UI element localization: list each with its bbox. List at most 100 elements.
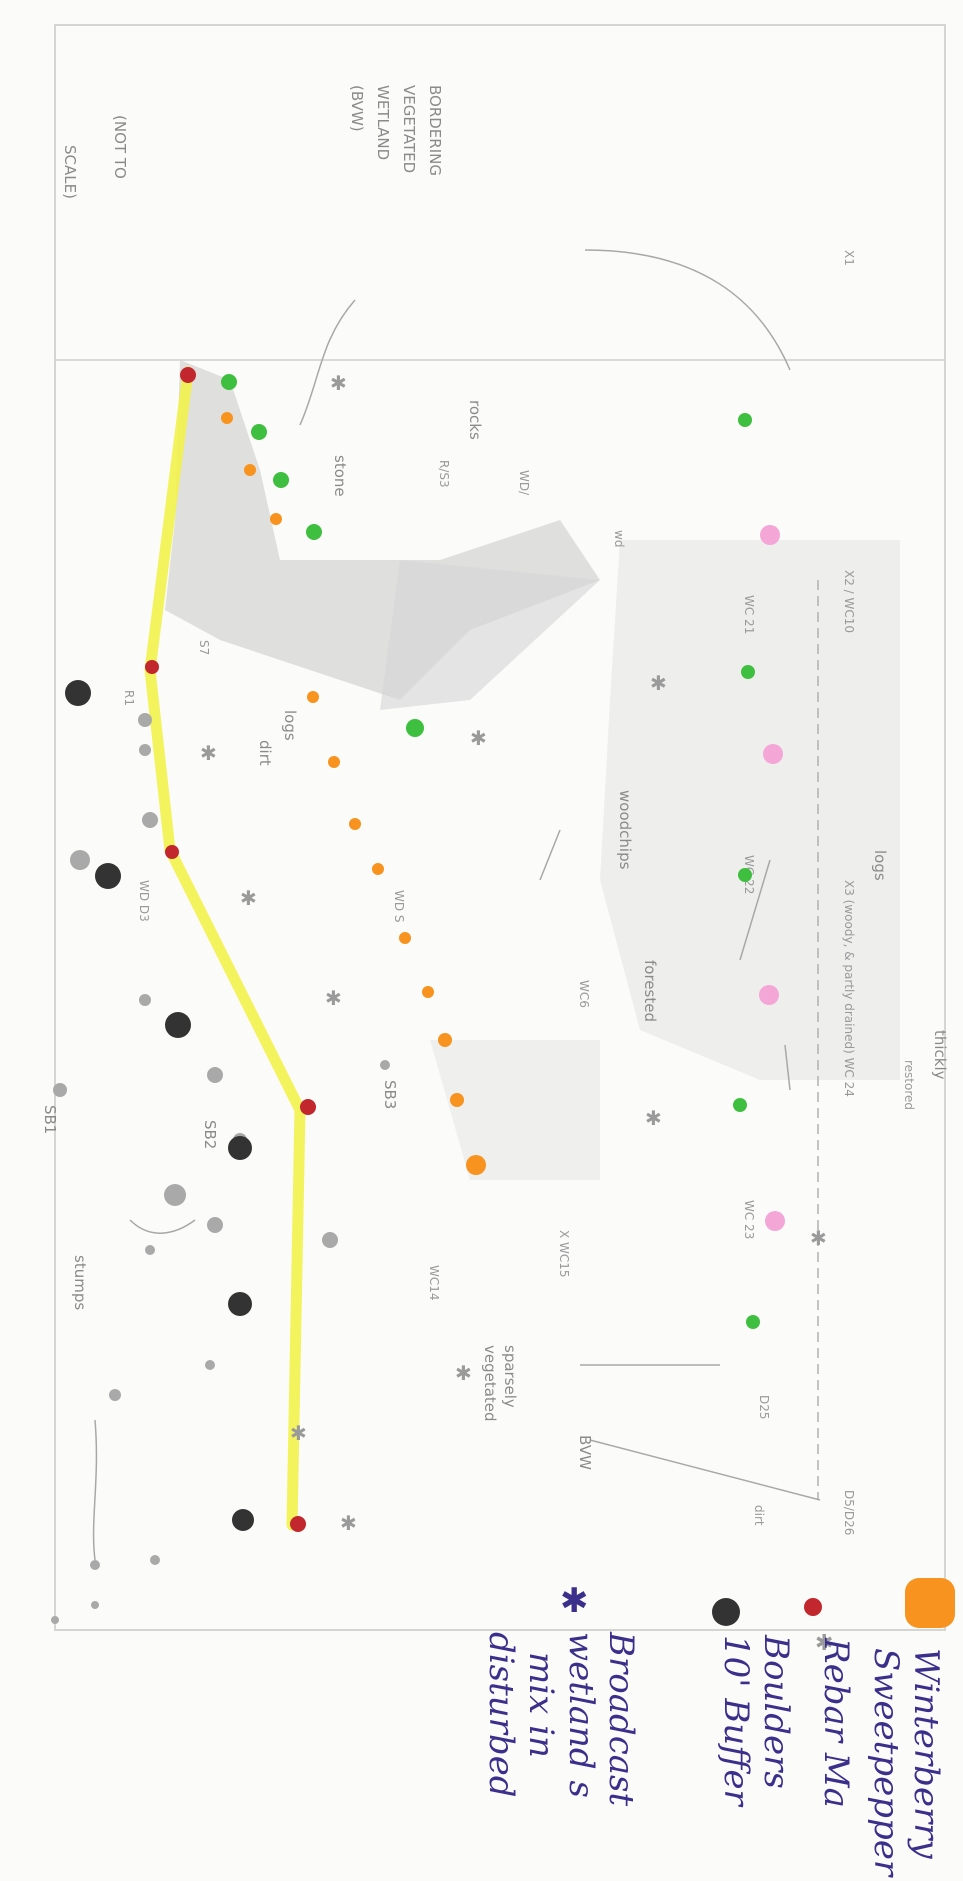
asterisk-mark: ✱ [330,371,347,395]
boulder-dot [228,1136,252,1160]
winterberry-dot [399,932,411,944]
asterisk-mark: ✱ [645,1106,662,1130]
rebar-dot [290,1516,306,1532]
boulders [65,680,254,1531]
wetland-note-line-3: WETLAND [374,85,392,160]
woodchips-arrow [539,829,561,881]
winterberry-dot [328,756,340,768]
label-x2: X2 / WC10 [842,570,856,633]
boulder-dot [232,1509,254,1531]
green-dot [746,1315,760,1329]
pink-dot [760,525,780,545]
wetland-note-line-1: BORDERING [426,85,444,176]
stump-dot [70,850,90,870]
legend-winterberry-line-2: Sweetpepper [866,1648,906,1878]
label-s7: S7 [197,640,211,655]
pink-plantings [759,525,785,1231]
stump-dot [109,1389,121,1401]
legend-broadcast-line-3: mix in [521,1652,561,1758]
stump-dot [205,1360,215,1370]
asterisk-mark: ✱ [325,986,342,1010]
legend-boulders: Boulders 10' Buffer [716,1634,796,1808]
green-dot [738,868,752,882]
green-dot [221,374,237,390]
asterisk-mark: ✱ [455,1361,472,1385]
rebar-dot [145,660,159,674]
stump-dot [164,1184,186,1206]
sparse-hatch [430,1040,600,1180]
stump-dot [380,1060,390,1070]
pink-dot [759,985,779,1005]
green-dot [738,413,752,427]
label-d26: D5/D26 [842,1490,856,1535]
seed-asterisks: ✱ ✱ ✱ ✱ ✱ ✱ ✱ ✱ ✱ ✱ ✱ ✱ [200,371,833,1656]
green-dot [741,665,755,679]
legend-winterberry: Winterberry Sweetpepper [866,1648,946,1878]
asterisk-mark: ✱ [470,726,487,750]
winterberry-dot [221,412,233,424]
scale-note-line-1: (NOT TO [111,115,129,179]
legend-broadcast-line-2: wetland s [561,1632,601,1798]
stumps-arrow-1 [129,1219,196,1234]
stump-dot [139,994,151,1006]
wetland-note: BORDERING VEGETATED WETLAND (BVW) [348,85,444,176]
label-wd2: wd [612,530,626,547]
boulder-dot [65,680,91,706]
rebar-dot [300,1099,316,1115]
stump-dot [207,1217,223,1233]
winterberry-dot [349,818,361,830]
stump-dots [51,713,390,1624]
label-wc14: WC14 [427,1265,441,1301]
rebar-dot [165,845,179,859]
label-forested: forested [641,960,659,1022]
green-dot [251,424,267,440]
label-logs: logs [871,850,889,881]
wetland-arrow-curve [584,249,791,371]
legend-boulders-line-1: Boulders [756,1634,796,1789]
label-sb2: SB2 [201,1120,219,1149]
wetland-note-line-2: VEGETATED [400,85,418,173]
label-stumps: stumps [71,1255,89,1310]
green-dot [273,472,289,488]
winterberry-dot [422,986,434,998]
label-wd: WD/ [517,470,531,496]
stumps-arrow-2 [92,1419,98,1561]
stump-dot [91,1601,99,1609]
rebar-dot [180,367,196,383]
label-vegetated: vegetated [481,1345,499,1422]
label-sb3: SB3 [381,1080,399,1109]
label-sparsely: sparsely [501,1345,519,1408]
restored-arrow [784,1044,791,1091]
stump-dot [139,744,151,756]
label-dirt2: dirt [752,1505,766,1526]
stump-dot [90,1560,100,1570]
legend-winterberry-line-1: Winterberry [906,1648,946,1860]
winterberry-dot [438,1033,452,1047]
boulder-dot [95,863,121,889]
stone-area [165,360,600,700]
label-dirt: dirt [256,740,274,766]
legend-rebar-line-1: Rebar Ma [816,1637,856,1808]
green-dot [733,1098,747,1112]
stump-dot [138,713,152,727]
stump-dot [150,1555,160,1565]
label-logs-dirt: logs [281,710,299,741]
winterberry-dot [450,1093,464,1107]
label-stone: stone [331,455,349,497]
label-restored: restored [902,1060,916,1110]
legend-red-swatch [804,1598,822,1616]
label-thickly: thickly [931,1030,949,1080]
logs-arrow [739,859,771,961]
wetland-note-line-4: (BVW) [348,85,366,132]
winterberry-markers [221,412,486,1175]
stump-dot [145,1245,155,1255]
legend: Winterberry Sweetpepper Rebar Ma Boulder… [481,1578,955,1878]
boulder-dot [228,1292,252,1316]
label-bvw: BVW [576,1435,594,1470]
label-rocks: rocks [466,400,484,440]
label-wc6: WC6 [577,980,591,1008]
winterberry-dot [372,863,384,875]
bvw-arrow [589,1439,821,1501]
stump-dot [322,1232,338,1248]
